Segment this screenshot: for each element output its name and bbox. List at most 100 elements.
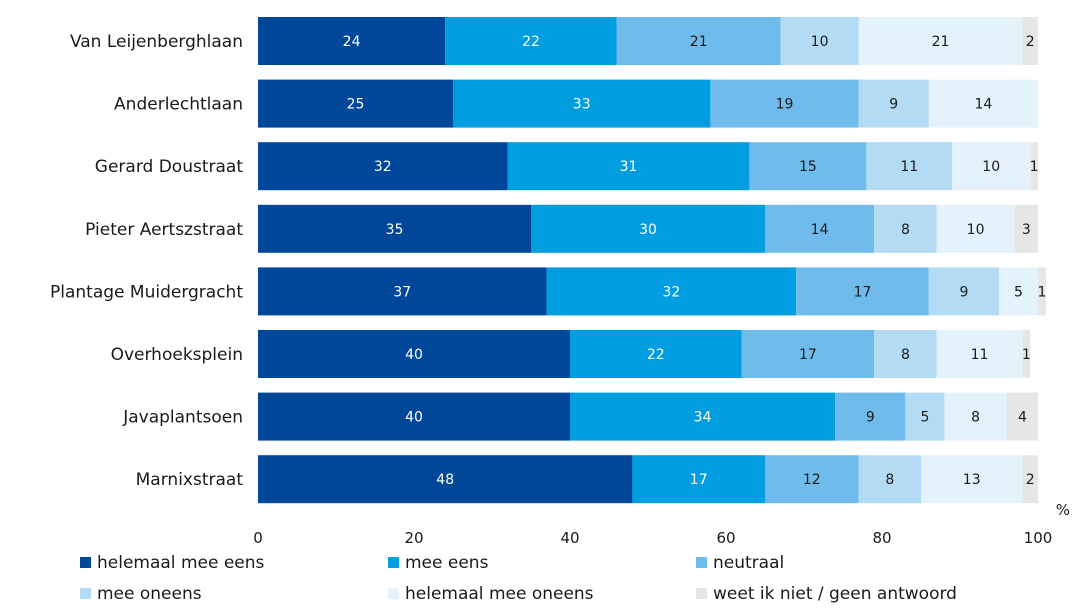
bar-segment	[936, 204, 1015, 253]
data-label: 32	[374, 159, 392, 175]
unit-label: %	[1056, 501, 1070, 519]
bar-segment	[741, 330, 875, 378]
bar-segment	[765, 204, 875, 253]
bar-segment	[866, 142, 953, 191]
data-label: 15	[799, 159, 817, 175]
bar-segment	[258, 392, 570, 441]
data-label: 35	[386, 222, 404, 238]
bar-segment	[858, 455, 921, 504]
bar-segment	[765, 455, 859, 504]
category-label: Overhoeksplein	[111, 345, 243, 365]
category-label: Van Leijenberghlaan	[70, 32, 243, 52]
category-labels: Van Leijenberghlaan Anderlechtlaan Gerard …	[50, 32, 243, 490]
legend-label: weet ik niet / geen antwoord	[713, 584, 957, 604]
bar-segment	[928, 79, 1038, 128]
legend-swatch	[388, 588, 399, 599]
legend-swatch	[696, 557, 707, 568]
bar-segment	[944, 392, 1007, 441]
bar-segment	[570, 330, 742, 378]
bar-segment	[905, 392, 945, 441]
bar-segment	[796, 267, 929, 316]
bar-segment	[1022, 17, 1038, 65]
category-label: Javaplantsoen	[122, 408, 243, 428]
bar-segment	[507, 142, 750, 191]
bar-segment	[570, 392, 836, 441]
bar-segment	[952, 142, 1031, 191]
bar-segment	[258, 267, 547, 316]
data-label: 2	[1026, 472, 1035, 488]
data-label: 14	[811, 222, 829, 238]
x-tick-label: 20	[404, 529, 423, 547]
data-label: 11	[900, 159, 918, 175]
bar-segment	[999, 267, 1038, 316]
bar-segment	[1006, 392, 1038, 441]
data-label: 33	[573, 97, 591, 113]
x-tick-label: 40	[560, 529, 579, 547]
data-label: 21	[690, 34, 708, 50]
bar-segment	[258, 204, 531, 253]
data-label: 3	[1022, 222, 1031, 238]
data-label: 1	[1030, 159, 1039, 175]
bar-segment	[453, 79, 711, 128]
legend-swatch	[80, 557, 91, 568]
data-label: 17	[854, 284, 872, 300]
x-tick-label: 0	[253, 529, 263, 547]
data-label: 10	[982, 159, 1000, 175]
data-label: 25	[347, 97, 365, 113]
bar-segment	[632, 455, 765, 504]
legend-label: neutraal	[713, 553, 784, 573]
bar-segment	[928, 267, 999, 316]
bar-segment	[531, 204, 765, 253]
bar-segment	[835, 392, 906, 441]
data-label: 9	[889, 97, 898, 113]
data-label: 22	[522, 34, 540, 50]
data-label: 12	[803, 472, 821, 488]
data-label: 8	[901, 222, 910, 238]
x-tick-label: 80	[872, 529, 891, 547]
data-label: 10	[811, 34, 829, 50]
bar-segment	[546, 267, 797, 316]
data-label: 5	[920, 410, 929, 426]
data-label: 17	[799, 347, 817, 363]
data-label: 19	[776, 97, 794, 113]
data-label: 21	[932, 34, 950, 50]
data-label: 10	[967, 222, 985, 238]
data-label: 13	[963, 472, 981, 488]
data-label: 32	[662, 284, 680, 300]
bar-segment	[858, 79, 929, 128]
data-label: 31	[620, 159, 638, 175]
data-label: 17	[690, 472, 708, 488]
data-label: 1	[1037, 284, 1046, 300]
data-label: 48	[436, 472, 454, 488]
data-label: 22	[647, 347, 665, 363]
bar-segment	[874, 204, 937, 253]
legend-swatch	[696, 588, 707, 599]
legend: helemaal mee eens mee eens neutraal mee one…	[80, 553, 957, 604]
bar-segment	[921, 455, 1023, 504]
category-label: Marnixstraat	[136, 470, 244, 490]
legend-label: helemaal mee eens	[97, 553, 265, 573]
bar-segment	[1038, 267, 1046, 316]
data-label: 1	[1022, 347, 1031, 363]
x-axis: 0 20 40 60 80 100	[253, 529, 1052, 547]
bar-segment	[616, 17, 781, 65]
data-label: 5	[1014, 284, 1023, 300]
bar-segment	[749, 142, 867, 191]
category-label: Plantage Muidergracht	[50, 282, 243, 302]
bar-segment	[445, 17, 617, 65]
bar-segment	[1022, 330, 1031, 378]
bar-segment	[1030, 142, 1038, 191]
data-label: 9	[959, 284, 968, 300]
bar-segment	[780, 17, 859, 65]
bar-segment	[858, 17, 1023, 65]
legend-label: mee oneens	[97, 584, 202, 604]
data-label: 34	[694, 410, 712, 426]
data-label: 14	[974, 97, 992, 113]
bar-segment	[258, 330, 570, 378]
bar-segment	[258, 142, 508, 191]
x-tick-label: 100	[1024, 529, 1053, 547]
bar-segment	[258, 17, 446, 65]
data-label: 4	[1018, 410, 1027, 426]
